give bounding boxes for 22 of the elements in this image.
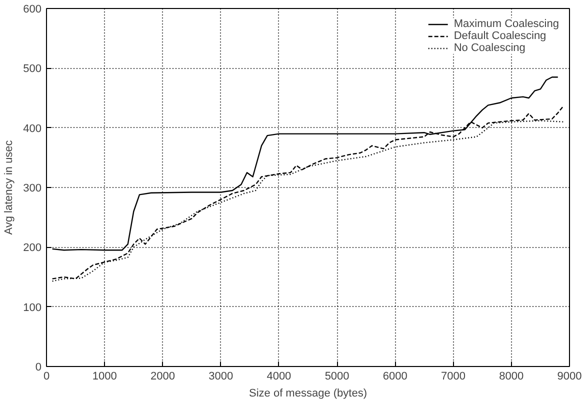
x-tick-label: 5000: [324, 370, 350, 382]
y-tick-label: 500: [23, 63, 42, 76]
y-tick-label: 300: [23, 182, 42, 194]
y-tick-label: 100: [23, 302, 42, 314]
x-axis-title: Size of message (bytes): [249, 388, 368, 400]
x-tick-label: 1000: [92, 370, 117, 382]
x-tick-label: 7000: [441, 370, 466, 382]
legend-label: Maximum Coalescing: [454, 18, 559, 30]
y-axis-title: Avg latency in usec: [3, 140, 16, 235]
legend-label: Default Coalescing: [454, 30, 546, 42]
x-tick-label: 0: [43, 370, 50, 382]
y-tick-label: 200: [23, 242, 42, 254]
x-tick-label: 2000: [150, 370, 175, 382]
x-tick-label: 9000: [557, 370, 582, 382]
legend-label: No Coalescing: [454, 42, 526, 54]
y-tick-label: 0: [35, 362, 42, 374]
x-tick-label: 8000: [499, 370, 524, 382]
x-tick-label: 4000: [266, 370, 292, 382]
x-tick-label: 6000: [382, 370, 408, 382]
y-tick-label: 400: [23, 122, 42, 135]
y-tick-label: 600: [23, 4, 42, 16]
x-tick-label: 3000: [208, 370, 234, 382]
